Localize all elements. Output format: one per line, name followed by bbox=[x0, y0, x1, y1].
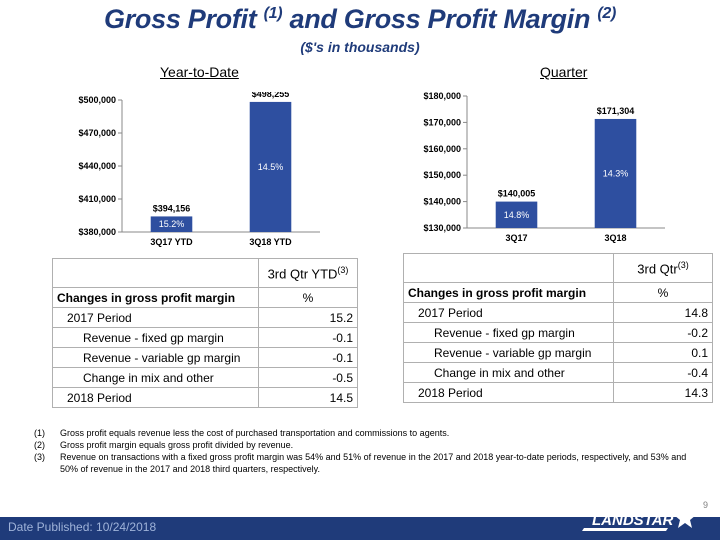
table-row-label: Revenue - variable gp margin bbox=[403, 342, 614, 363]
qtr-col-label: Changes in gross profit margin bbox=[403, 282, 614, 303]
table-row-value: -0.5 bbox=[258, 367, 358, 388]
ytd-gross-profit-chart: $380,000 $410,000 $440,000 $470,000 $500,000… bbox=[78, 92, 320, 247]
table-row-value: 14.5 bbox=[258, 387, 358, 408]
page-subtitle: ($'s in thousands) bbox=[300, 39, 420, 55]
ytd-table-header: 3rd Qtr YTD(3) bbox=[258, 258, 358, 288]
bar bbox=[594, 118, 637, 228]
y-tick-label: $380,000 bbox=[78, 227, 116, 237]
y-tick-label: $170,000 bbox=[423, 117, 461, 127]
table-row-label: 2017 Period bbox=[52, 307, 259, 328]
y-tick-label: $150,000 bbox=[423, 170, 461, 180]
footnotes: (1) Gross profit equals revenue less the … bbox=[34, 427, 704, 475]
ytd-col-unit: % bbox=[258, 287, 358, 308]
table-row-value: -0.2 bbox=[613, 322, 713, 343]
bar bbox=[495, 201, 538, 228]
ytd-col-label: Changes in gross profit margin bbox=[52, 287, 259, 308]
table-row-label: Revenue - variable gp margin bbox=[52, 347, 259, 368]
y-tick-label: $140,000 bbox=[423, 197, 461, 207]
table-row-value: 15.2 bbox=[258, 307, 358, 328]
footer-bar: Date Published: 10/24/2018 bbox=[0, 517, 720, 540]
y-tick-label: $500,000 bbox=[78, 95, 116, 105]
x-category-label: 3Q18 YTD bbox=[249, 237, 292, 247]
table-row-value: 14.3 bbox=[613, 382, 713, 403]
x-category-label: 3Q18 bbox=[604, 233, 626, 243]
table-row-label: Revenue - fixed gp margin bbox=[52, 327, 259, 348]
bar-value-label: $394,156 bbox=[153, 203, 191, 213]
table-row-value: -0.1 bbox=[258, 347, 358, 368]
qtr-table-header: 3rd Qtr(3) bbox=[613, 253, 713, 283]
table-row-label: Change in mix and other bbox=[52, 367, 259, 388]
table-row-value: 0.1 bbox=[613, 342, 713, 363]
ytd-margin-table: 3rd Qtr YTD(3) Changes in gross profit m… bbox=[52, 258, 358, 408]
bar-value-label: $498,255 bbox=[252, 92, 290, 99]
bar bbox=[150, 216, 193, 232]
y-tick-label: $440,000 bbox=[78, 161, 116, 171]
bar-margin-label: 15.2% bbox=[159, 219, 185, 229]
footnote: (3) Revenue on transactions with a fixed … bbox=[34, 452, 687, 474]
y-tick-label: $180,000 bbox=[423, 91, 461, 101]
y-tick-label: $160,000 bbox=[423, 144, 461, 154]
table-row-label: Revenue - fixed gp margin bbox=[403, 322, 614, 343]
table-row-label: 2017 Period bbox=[403, 302, 614, 323]
bar-value-label: $171,304 bbox=[597, 106, 635, 116]
quarter-margin-table: 3rd Qtr(3) Changes in gross profit margi… bbox=[403, 253, 713, 403]
table-row-label: 2018 Period bbox=[52, 387, 259, 408]
logo-text: LANDSTAR bbox=[592, 512, 674, 529]
x-category-label: 3Q17 bbox=[505, 233, 527, 243]
table-row-value: -0.4 bbox=[613, 362, 713, 383]
bar-margin-label: 14.3% bbox=[603, 168, 629, 178]
bar-margin-label: 14.5% bbox=[258, 162, 284, 172]
bar bbox=[249, 101, 292, 233]
table-row-value: -0.1 bbox=[258, 327, 358, 348]
y-tick-label: $130,000 bbox=[423, 223, 461, 233]
qtr-col-unit: % bbox=[613, 282, 713, 303]
y-tick-label: $470,000 bbox=[78, 128, 116, 138]
bar-value-label: $140,005 bbox=[498, 189, 536, 199]
quarter-section-label: Quarter bbox=[540, 64, 588, 80]
page-title: Gross Profit (1) and Gross Profit Margin… bbox=[104, 4, 616, 34]
x-category-label: 3Q17 YTD bbox=[150, 237, 193, 247]
table-row-value: 14.8 bbox=[613, 302, 713, 323]
quarter-gross-profit-chart: $130,000 $140,000 $150,000 $160,000 $170,000… bbox=[423, 91, 665, 243]
ytd-section-label: Year-to-Date bbox=[160, 64, 239, 80]
table-row-label: Change in mix and other bbox=[403, 362, 614, 383]
y-tick-label: $410,000 bbox=[78, 194, 116, 204]
footnote: (2) Gross profit margin equals gross prof… bbox=[34, 440, 294, 450]
landstar-logo: LANDSTAR bbox=[582, 507, 696, 531]
table-row-label: 2018 Period bbox=[403, 382, 614, 403]
footnote: (1) Gross profit equals revenue less the … bbox=[34, 428, 450, 438]
date-published: Date Published: 10/24/2018 bbox=[8, 520, 157, 534]
star-icon bbox=[674, 507, 696, 528]
bar-margin-label: 14.8% bbox=[504, 210, 530, 220]
page-number: 9 bbox=[702, 500, 708, 510]
